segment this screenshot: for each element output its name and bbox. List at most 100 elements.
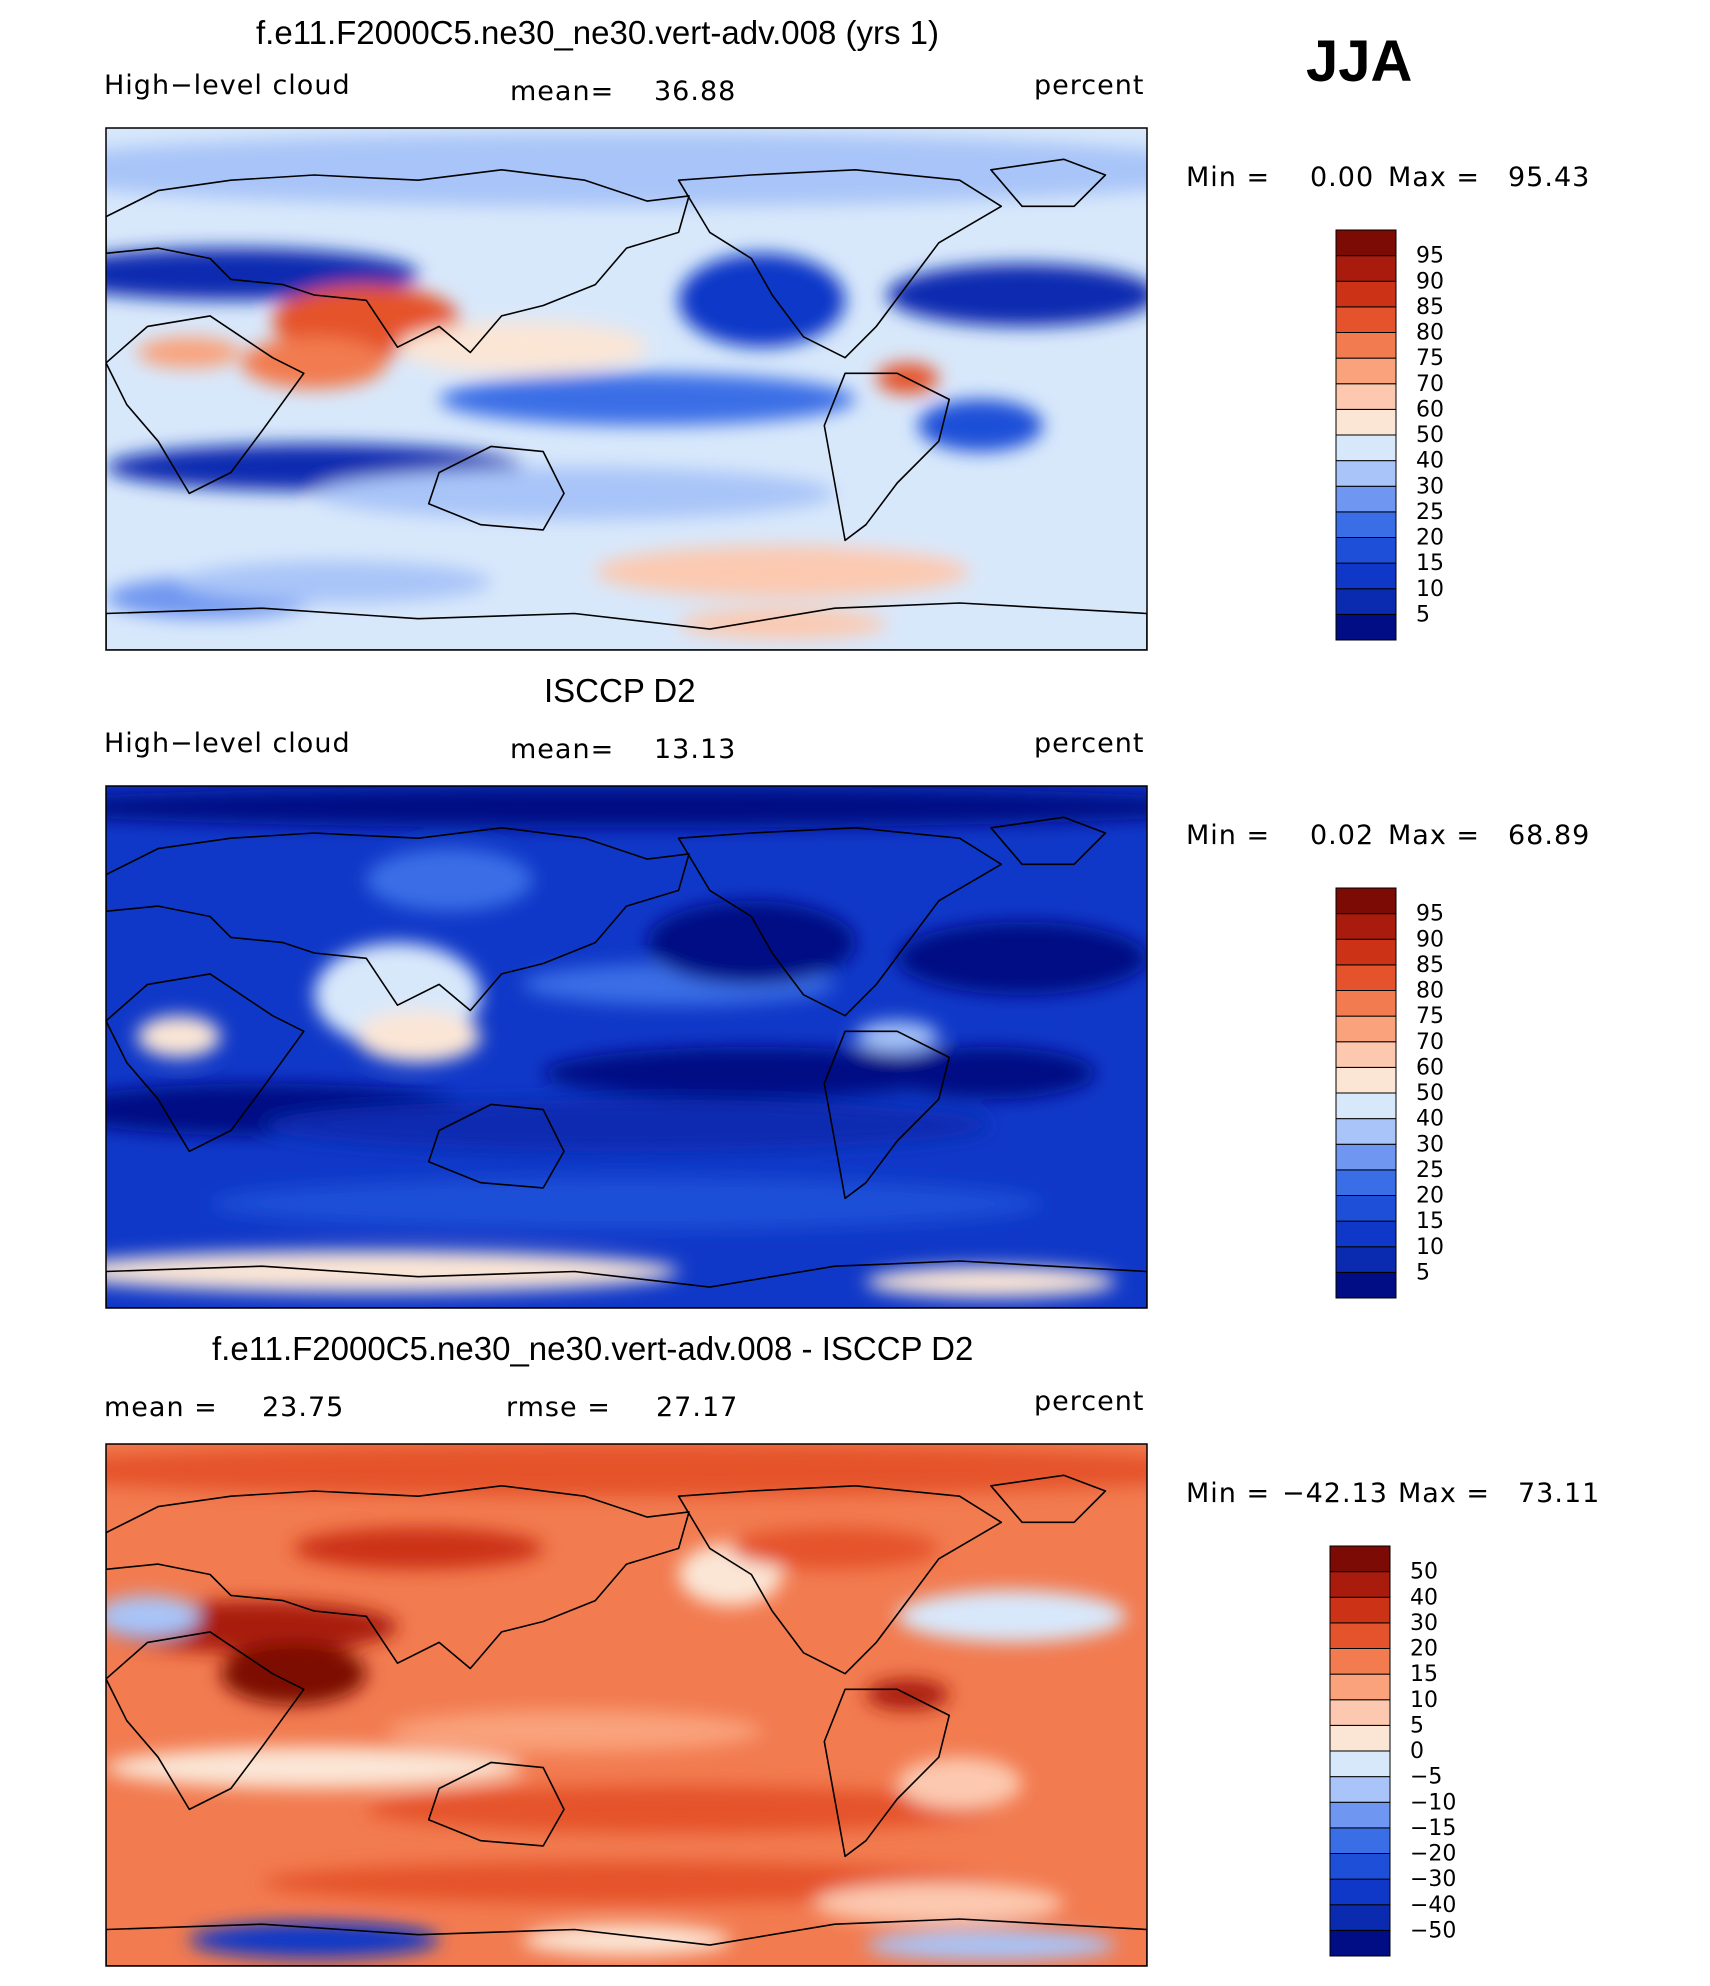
colorbar-tick-label: 15 — [1410, 1662, 1438, 1687]
panel-3-min-value: −42.13 — [1282, 1478, 1388, 1509]
colorbar-tick-label: 85 — [1416, 295, 1444, 320]
colorbar-tick-label: 75 — [1416, 1004, 1444, 1029]
colorbar-tick-label: 95 — [1416, 902, 1444, 927]
colorbar-tick-label: 15 — [1416, 551, 1444, 576]
contour-region — [241, 336, 388, 389]
contour-region — [293, 1527, 544, 1570]
coastlines — [106, 158, 1147, 650]
colorbar-tick-label: 10 — [1416, 577, 1444, 602]
coastline — [106, 1631, 305, 1811]
colorbar-swatch — [1335, 1015, 1397, 1043]
coastline — [990, 816, 1107, 866]
colorbar-swatch — [1329, 1545, 1391, 1573]
map-contour-fill — [106, 786, 1147, 1298]
colorbar-swatch — [1329, 1750, 1391, 1778]
colorbar-swatch — [1329, 1648, 1391, 1675]
colorbar-tick-label: −5 — [1410, 1765, 1442, 1790]
coastline — [823, 1030, 950, 1200]
contour-region — [865, 1266, 1116, 1298]
colorbar-swatch — [1335, 913, 1397, 940]
colorbar-swatch — [1335, 1220, 1397, 1248]
colorbar-swatch — [1329, 1853, 1391, 1880]
colorbar-swatch — [1335, 1118, 1397, 1145]
colorbar-tick-label: 70 — [1416, 1030, 1444, 1055]
contour-region — [189, 1921, 440, 1959]
contour-region — [865, 1929, 1116, 1961]
colorbar-swatch — [1329, 1801, 1391, 1829]
colorbar-tick-label: 30 — [1416, 1132, 1444, 1157]
panel-3-rmse-value: 27.17 — [656, 1392, 739, 1423]
panel-3-min-label: Min = — [1186, 1478, 1271, 1509]
contour-region — [678, 608, 887, 640]
contour-region — [813, 1882, 1064, 1925]
contour-region — [897, 921, 1147, 995]
colorbar-tick-label: 10 — [1416, 1235, 1444, 1260]
colorbar-tick-label: 5 — [1410, 1713, 1424, 1738]
colorbar-swatch — [1335, 562, 1397, 590]
panel-1-max-label: Max = — [1388, 162, 1481, 193]
colorbar-tick-label: 50 — [1416, 423, 1444, 448]
panel-1-variable-label: High−level cloud — [104, 70, 351, 101]
contour-region — [355, 1010, 481, 1063]
map-contour-fill — [106, 1444, 1147, 1961]
contour-region — [897, 1757, 1023, 1810]
colorbar-swatch — [1335, 332, 1397, 359]
colorbar-tick-label: 60 — [1416, 397, 1444, 422]
colorbar-swatch — [1335, 255, 1397, 282]
colorbar-tick-label: 80 — [1416, 979, 1444, 1004]
coastline — [677, 1485, 1003, 1675]
colorbar-tick-label: 75 — [1416, 346, 1444, 371]
colorbar-tick-label: 50 — [1416, 1081, 1444, 1106]
colorbar-swatch — [1335, 1195, 1397, 1222]
colorbar-tick-label: 90 — [1416, 269, 1444, 294]
colorbar-swatch — [1329, 1571, 1391, 1598]
coastline — [823, 1688, 950, 1858]
colorbar-swatch — [1335, 1092, 1397, 1120]
colorbar-swatch — [1335, 1246, 1397, 1273]
coastline — [106, 1918, 1147, 1966]
contour-region — [595, 545, 971, 598]
colorbar-swatch — [1335, 1041, 1397, 1068]
colorbar-tick-label: 20 — [1416, 526, 1444, 551]
colorbar-tick-label: 15 — [1416, 1209, 1444, 1234]
panel-1-mean-label: mean= — [510, 76, 615, 107]
panel-1-max-value: 95.43 — [1508, 162, 1591, 193]
colorbar-swatch — [1335, 537, 1397, 564]
panel-2-min-value: 0.02 — [1310, 820, 1375, 851]
contour-region — [366, 848, 533, 912]
coastlines — [106, 816, 1147, 1308]
coastline — [677, 827, 1003, 1017]
contour-region — [886, 1047, 1095, 1100]
colorbar-swatch — [1335, 613, 1397, 641]
panel-2-min-label: Min = — [1186, 820, 1271, 851]
colorbar-tick-label: 25 — [1416, 1158, 1444, 1183]
colorbar-swatch — [1329, 1878, 1391, 1906]
season-label: JJA — [1306, 29, 1413, 94]
contour-region — [886, 263, 1147, 327]
colorbar-swatch — [1335, 383, 1397, 410]
panel-3-rmse-label: rmse = — [506, 1392, 611, 1423]
colorbar-tick-label: 30 — [1416, 474, 1444, 499]
coastline — [106, 827, 690, 1012]
colorbar-tick-label: −50 — [1410, 1918, 1456, 1943]
panel-1-min-value: 0.00 — [1310, 162, 1375, 193]
coastline — [427, 1761, 565, 1847]
contour-region — [678, 253, 846, 348]
colorbar-swatch — [1335, 306, 1397, 333]
colorbar-tick-label: 70 — [1416, 372, 1444, 397]
coastline — [106, 169, 690, 354]
colorbar-tick-label: −40 — [1410, 1893, 1456, 1918]
colorbar-tick-label: 95 — [1416, 244, 1444, 269]
colorbar-swatch — [1335, 1169, 1397, 1196]
contour-region — [314, 467, 835, 520]
colorbar-tick-label: −10 — [1410, 1790, 1456, 1815]
colorbar-swatch — [1335, 887, 1397, 915]
contour-region — [106, 133, 1147, 207]
contour-region — [137, 1015, 221, 1058]
colorbar-swatch — [1335, 460, 1397, 487]
colorbar-tick-label: 20 — [1410, 1637, 1438, 1662]
panel-2-max-value: 68.89 — [1508, 820, 1591, 851]
